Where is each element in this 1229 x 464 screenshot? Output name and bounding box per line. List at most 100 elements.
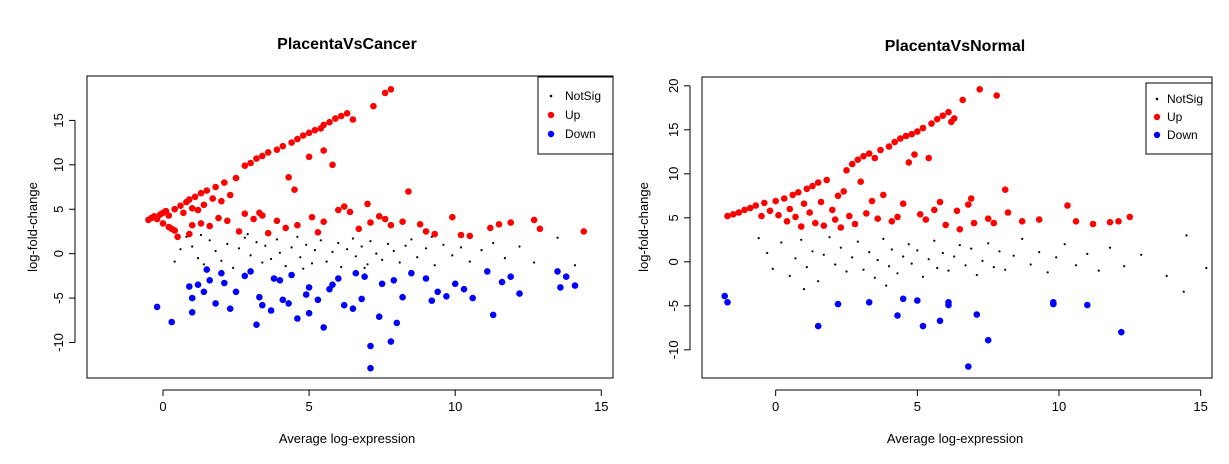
- point-down: [814, 322, 822, 330]
- point-up: [812, 219, 819, 227]
- x-tick-label: 5: [305, 399, 312, 414]
- point-up: [931, 206, 938, 214]
- point-notsig: [199, 233, 203, 237]
- y-tick-label: -5: [666, 300, 681, 312]
- point-down: [460, 285, 468, 293]
- point-up: [326, 118, 333, 126]
- point-up: [308, 213, 316, 221]
- point-notsig: [208, 239, 211, 242]
- point-notsig: [1021, 237, 1024, 240]
- point-up: [224, 217, 231, 225]
- y-axis: -10 -5 0 5 10 15: [51, 113, 76, 352]
- point-up: [834, 192, 842, 200]
- point-up: [343, 110, 351, 117]
- point-up: [809, 182, 816, 190]
- point-up: [789, 191, 796, 199]
- point-up: [761, 199, 768, 207]
- point-up: [916, 211, 924, 218]
- point-notsig: [226, 242, 229, 245]
- point-down: [899, 295, 907, 303]
- legend-down-marker: [1153, 131, 1161, 139]
- point-notsig: [492, 241, 495, 245]
- point-down: [241, 272, 249, 280]
- point-notsig: [885, 284, 888, 287]
- point-notsig: [430, 235, 433, 238]
- point-notsig: [360, 245, 363, 248]
- point-up: [291, 186, 298, 193]
- point-notsig: [896, 272, 899, 275]
- point-notsig: [249, 254, 252, 257]
- point-notsig: [834, 263, 837, 266]
- point-up: [1106, 218, 1114, 226]
- point-down: [259, 301, 266, 309]
- point-notsig: [214, 249, 217, 253]
- x-tick-label: 0: [772, 399, 779, 414]
- point-down: [489, 311, 497, 319]
- point-notsig: [404, 244, 407, 247]
- point-notsig: [953, 255, 956, 258]
- point-notsig: [1205, 266, 1208, 270]
- point-up: [786, 205, 794, 213]
- point-notsig: [817, 280, 820, 283]
- point-up: [273, 146, 281, 153]
- y-tick-label: 0: [666, 258, 681, 265]
- point-notsig: [337, 241, 340, 245]
- point-up: [340, 203, 348, 210]
- point-down: [408, 269, 415, 277]
- point-down: [367, 364, 374, 372]
- point-notsig: [179, 248, 182, 251]
- point-up: [874, 215, 881, 222]
- point-notsig: [1165, 274, 1168, 277]
- point-notsig: [907, 243, 910, 246]
- point-up: [466, 232, 474, 240]
- point-notsig: [766, 251, 769, 255]
- legend-up-label: Up: [1167, 110, 1183, 124]
- point-up: [880, 191, 887, 199]
- point-up: [1018, 218, 1026, 225]
- point-up: [405, 188, 412, 195]
- point-up: [159, 220, 167, 227]
- point-up: [264, 229, 272, 237]
- point-up: [729, 211, 737, 218]
- point-notsig: [185, 235, 188, 238]
- point-down: [375, 313, 383, 321]
- point-notsig: [313, 249, 316, 252]
- point-notsig: [964, 264, 967, 267]
- point-up: [854, 156, 862, 163]
- point-up: [381, 89, 389, 97]
- point-up: [783, 218, 791, 225]
- point-up: [865, 150, 873, 157]
- point-up: [495, 221, 503, 228]
- point-down: [834, 300, 842, 308]
- point-up: [797, 223, 805, 230]
- x-tick-label: 10: [448, 399, 462, 414]
- point-notsig: [305, 243, 308, 246]
- data-points: [145, 86, 588, 372]
- point-up: [416, 221, 424, 228]
- point-up: [241, 210, 249, 217]
- point-up: [174, 233, 181, 241]
- point-notsig: [416, 256, 419, 259]
- point-notsig: [958, 244, 961, 247]
- point-notsig: [468, 260, 471, 263]
- point-up: [294, 221, 301, 229]
- point-notsig: [941, 251, 944, 255]
- point-notsig: [856, 240, 859, 243]
- point-up: [186, 230, 193, 238]
- point-down: [469, 294, 477, 302]
- point-up: [530, 216, 538, 224]
- point-notsig: [261, 261, 264, 264]
- point-down: [507, 273, 514, 281]
- point-notsig: [868, 251, 871, 254]
- point-notsig: [290, 246, 293, 249]
- point-notsig: [424, 247, 428, 250]
- point-up: [848, 160, 856, 168]
- point-notsig: [369, 240, 372, 243]
- point-notsig: [800, 238, 803, 241]
- point-up: [247, 159, 254, 167]
- point-notsig: [480, 249, 483, 252]
- point-up: [273, 217, 281, 225]
- point-notsig: [451, 254, 454, 257]
- point-up: [241, 162, 249, 169]
- point-up: [364, 200, 371, 208]
